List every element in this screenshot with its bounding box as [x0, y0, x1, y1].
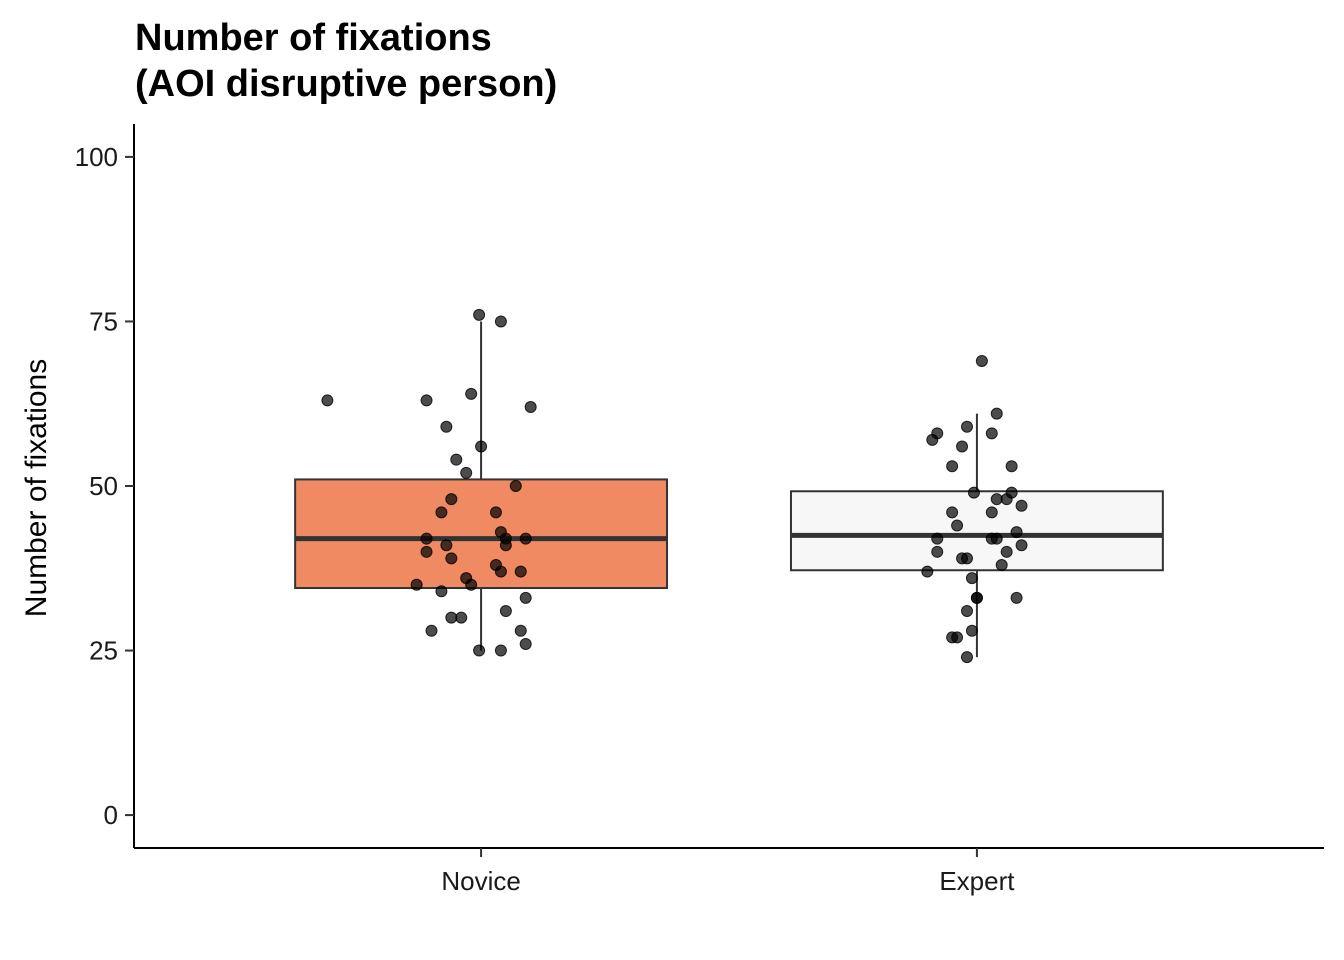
data-point — [514, 624, 527, 637]
chart-title-line-2: (AOI disruptive person) — [135, 63, 557, 105]
x-tick-label: Expert — [939, 866, 1015, 896]
data-point — [956, 440, 969, 453]
data-point — [514, 565, 527, 578]
data-point — [1000, 493, 1013, 506]
data-point — [473, 644, 486, 657]
data-point — [961, 651, 973, 664]
data-point — [455, 611, 468, 624]
data-point — [465, 578, 478, 591]
data-point — [946, 460, 959, 473]
data-point — [445, 611, 458, 624]
data-point — [1010, 591, 1023, 604]
data-point — [420, 394, 433, 407]
data-point — [970, 591, 983, 604]
y-tick-label: 75 — [89, 306, 118, 336]
y-tick-label: 0 — [104, 800, 118, 830]
chart-title-line-1: Number of fixations — [135, 17, 492, 59]
data-point — [489, 506, 502, 519]
data-point — [961, 605, 973, 618]
data-point — [926, 433, 939, 446]
data-point — [995, 558, 1008, 571]
data-point — [1015, 539, 1028, 552]
data-point — [990, 493, 1003, 506]
data-point — [951, 631, 964, 644]
data-point — [465, 387, 478, 400]
data-point — [473, 308, 486, 321]
data-point — [990, 407, 1003, 420]
data-point — [975, 354, 988, 367]
box-novice — [294, 478, 669, 590]
data-point — [990, 532, 1003, 545]
data-point — [321, 394, 334, 407]
data-point — [499, 605, 512, 618]
data-point — [519, 637, 532, 650]
data-point — [494, 315, 507, 328]
data-point — [445, 552, 458, 565]
x-tick-label: Novice — [441, 866, 520, 896]
data-point — [921, 565, 934, 578]
data-point — [475, 440, 488, 453]
data-point — [440, 420, 453, 433]
data-point — [435, 506, 448, 519]
data-point — [965, 624, 978, 637]
data-point — [410, 578, 423, 591]
data-point — [967, 486, 980, 499]
data-point — [985, 506, 998, 519]
plot-area: 0 25 50 75 100 Novice Expert — [75, 124, 1324, 896]
data-point — [519, 532, 532, 545]
data-point — [440, 539, 453, 552]
data-point — [961, 552, 973, 565]
data-point — [946, 506, 959, 519]
y-axis-title: Number of fixations — [20, 359, 53, 617]
data-point — [445, 493, 458, 506]
data-point — [1000, 545, 1013, 558]
data-point — [931, 545, 944, 558]
data-point — [951, 519, 964, 532]
data-point — [519, 591, 532, 604]
data-point — [985, 427, 998, 440]
data-point — [460, 466, 473, 479]
data-point — [1005, 460, 1018, 473]
data-point — [450, 453, 463, 466]
box-expert — [789, 490, 1164, 572]
data-point — [1015, 499, 1028, 512]
data-point — [435, 585, 448, 598]
data-point — [425, 624, 438, 637]
y-tick-label: 100 — [75, 142, 118, 172]
data-point — [931, 532, 944, 545]
data-point — [961, 420, 973, 433]
data-point — [420, 532, 433, 545]
data-point — [499, 539, 512, 552]
data-point — [420, 545, 433, 558]
data-point — [524, 401, 537, 414]
y-tick-label: 25 — [89, 636, 118, 666]
y-tick-label: 50 — [89, 471, 118, 501]
data-point — [494, 565, 507, 578]
data-point — [1010, 526, 1023, 539]
data-point — [509, 480, 522, 492]
data-point — [965, 572, 978, 585]
data-point — [494, 644, 507, 657]
